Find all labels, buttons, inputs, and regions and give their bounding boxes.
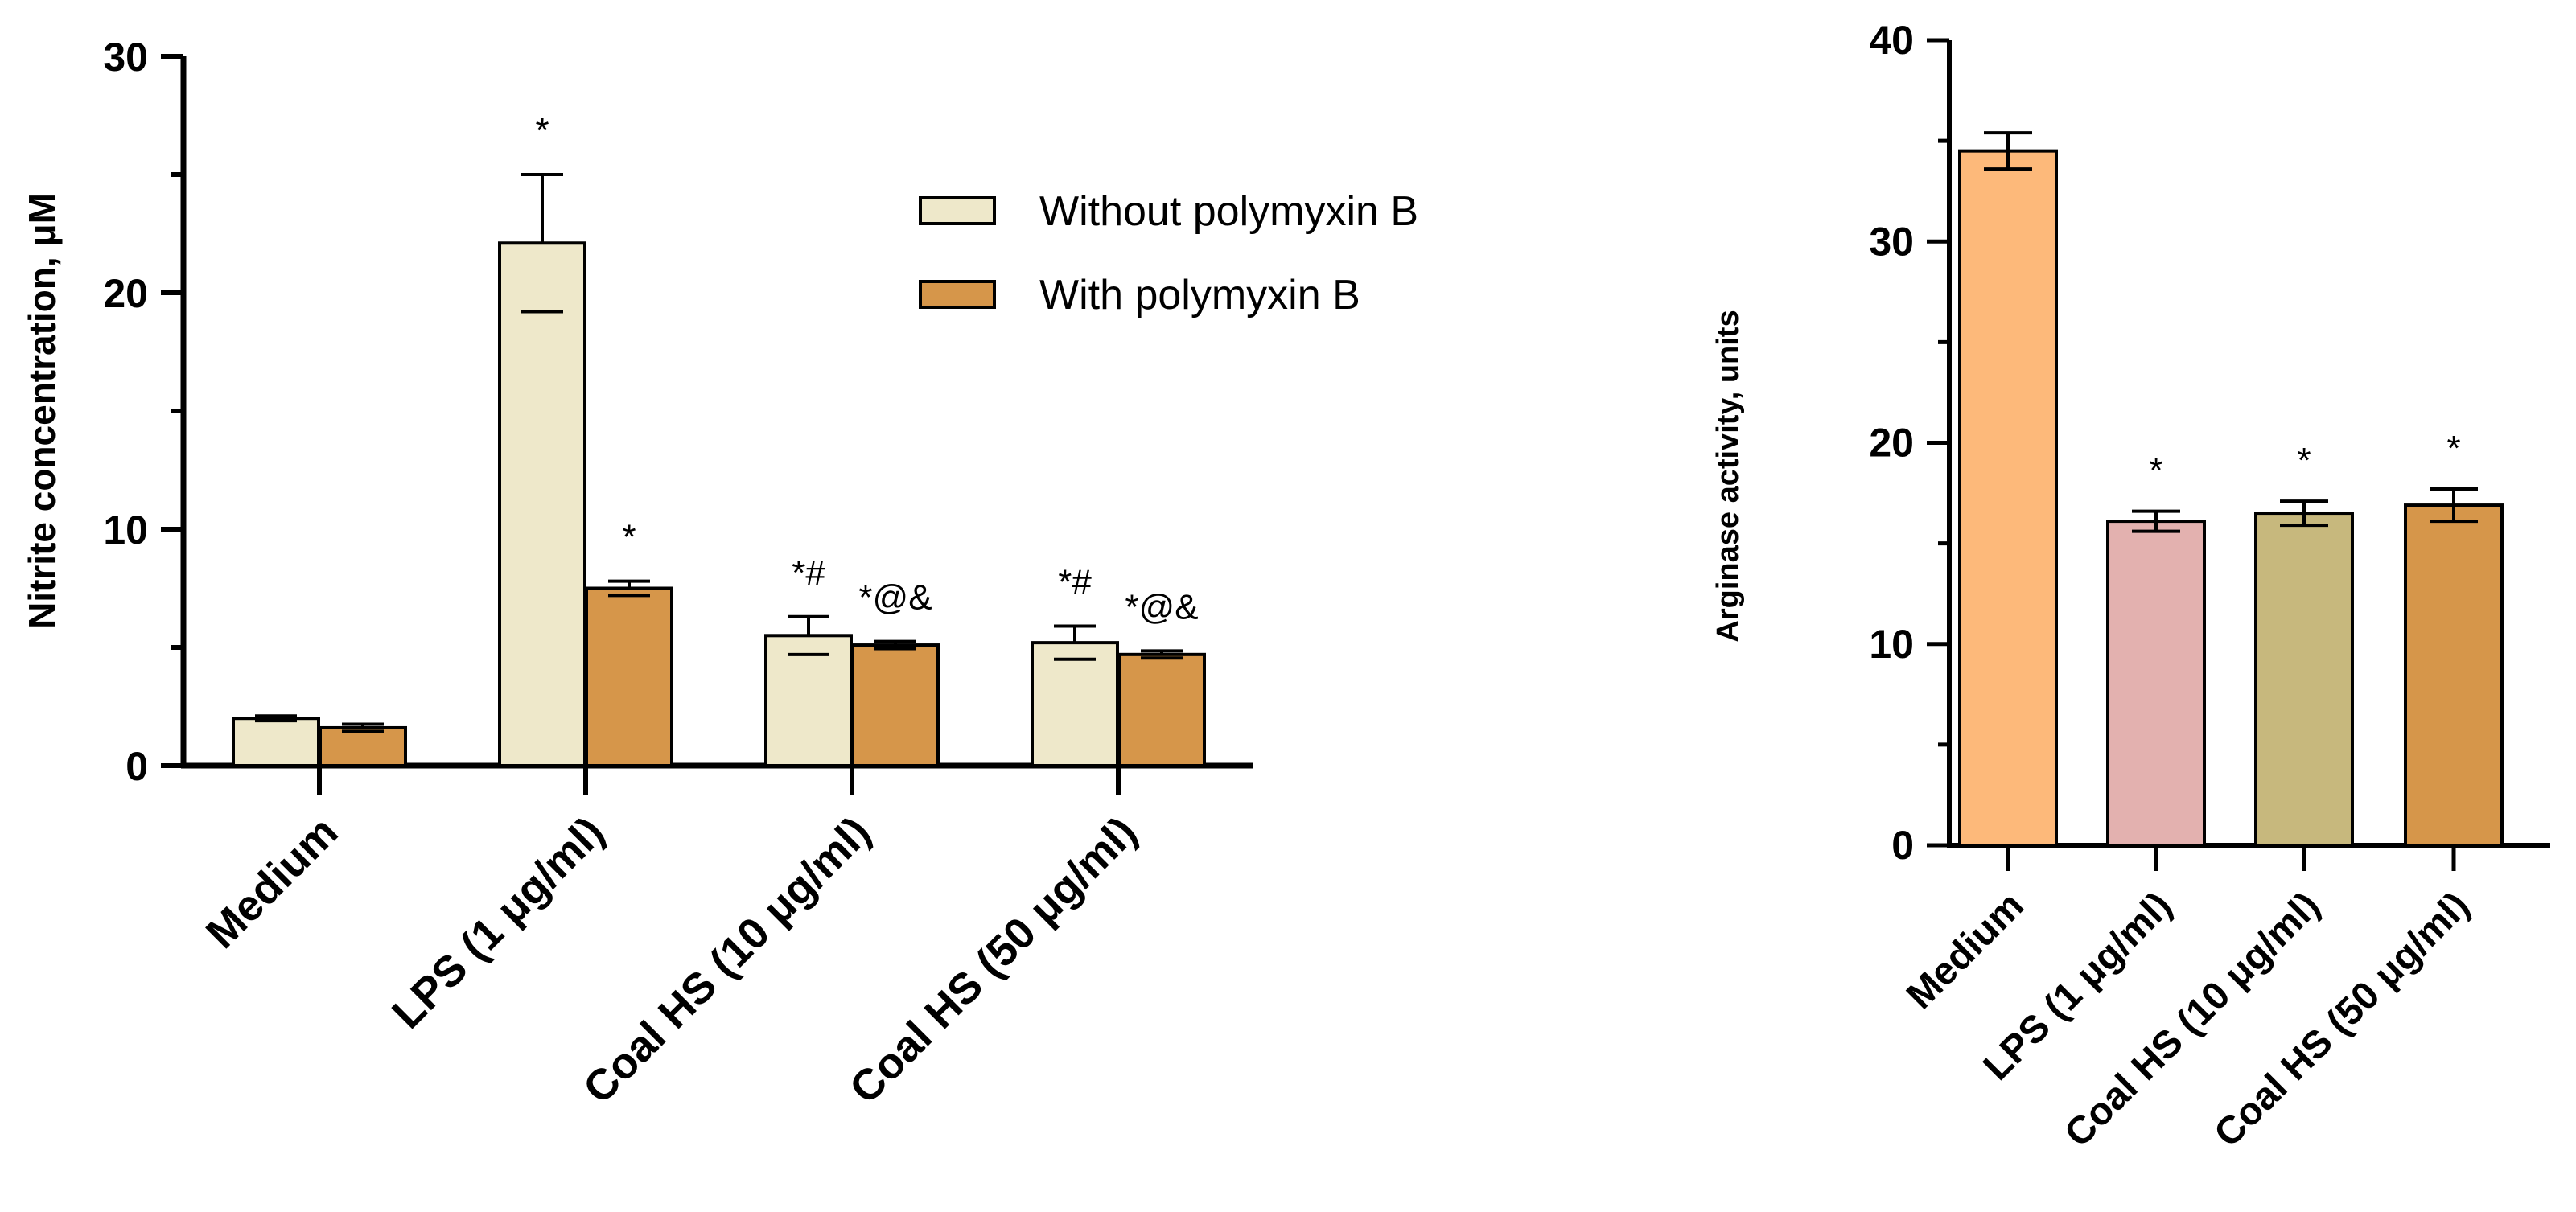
legend-label-1: With polymyxin B <box>1039 272 1360 318</box>
nitrite-chart: 0 10 20 30 Nitrite concentration, μM Medium * *… <box>21 35 1418 1113</box>
significance-label: * <box>2149 451 2162 491</box>
x-category-label: Coal HS (50 μg/ml) <box>841 807 1146 1113</box>
significance-label: *@& <box>1125 587 1198 627</box>
y-tick-label: 30 <box>1869 219 1914 264</box>
legend-swatch-0 <box>919 196 996 225</box>
bar-with-polymyxin-3 <box>1117 652 1206 767</box>
bar-with-polymyxin-1 <box>585 586 673 767</box>
y-tick-label: 40 <box>1869 18 1914 63</box>
x-category-label: Coal HS (10 μg/ml) <box>2056 884 2327 1155</box>
legend-label-0: Without polymyxin B <box>1039 188 1418 235</box>
x-category-label: Coal HS (50 μg/ml) <box>2206 884 2477 1155</box>
significance-label: * <box>535 111 549 150</box>
bar-arginase-1 <box>2106 520 2206 847</box>
bar-without-polymyxin-3 <box>1031 641 1119 767</box>
significance-label: *# <box>792 553 825 593</box>
significance-label: *# <box>1058 563 1092 602</box>
y-tick-label: 10 <box>103 507 148 553</box>
significance-label: * <box>2297 441 2311 480</box>
y-tick-label: 30 <box>103 35 148 80</box>
bar-arginase-3 <box>2404 503 2504 847</box>
bar-with-polymyxin-2 <box>851 643 940 767</box>
y-tick-label: 10 <box>1869 622 1914 667</box>
y-tick-label: 0 <box>1891 823 1914 868</box>
bar-arginase-2 <box>2254 512 2354 848</box>
x-category-label: Medium <box>197 807 348 958</box>
y-tick-label: 0 <box>126 744 148 789</box>
arginase-chart: 0 10 20 30 40 Arginase activity, units Medium *… <box>1711 18 2550 1156</box>
bar-arginase-0 <box>1958 149 2058 847</box>
bar-without-polymyxin-0 <box>232 717 320 768</box>
significance-label: * <box>2446 429 2460 468</box>
bar-without-polymyxin-2 <box>764 634 853 767</box>
significance-label: * <box>622 518 636 557</box>
significance-label: *@& <box>858 578 932 618</box>
y-axis-title: Arginase activity, units <box>1711 310 1745 642</box>
bar-with-polymyxin-0 <box>319 725 407 768</box>
y-tick-label: 20 <box>1869 421 1914 466</box>
x-category-label: LPS (1 μg/ml) <box>383 807 613 1037</box>
y-tick-label: 20 <box>103 271 148 316</box>
legend: Without polymyxin B With polymyxin B <box>919 188 1418 318</box>
y-axis-title: Nitrite concentration, μM <box>21 193 63 629</box>
legend-swatch-1 <box>919 280 996 309</box>
x-category-label: Coal HS (10 μg/ml) <box>574 807 880 1113</box>
bar-without-polymyxin-1 <box>498 241 586 767</box>
x-category-label: Medium <box>1899 884 2032 1017</box>
